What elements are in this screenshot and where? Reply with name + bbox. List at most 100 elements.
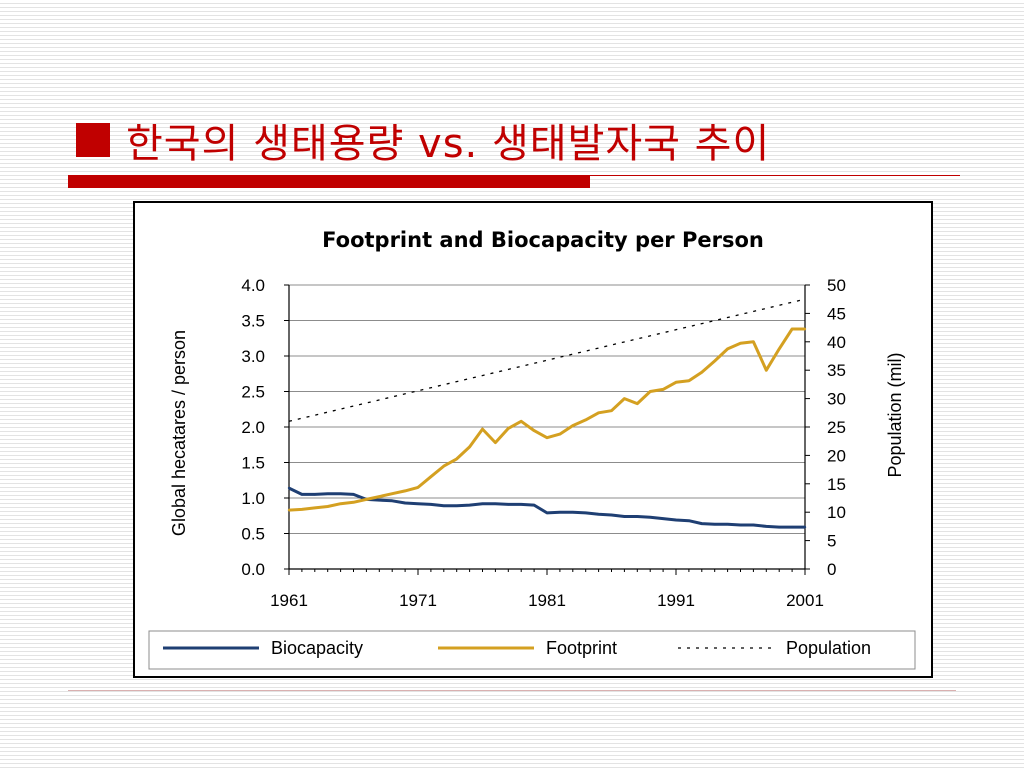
data-point-footprint	[610, 409, 613, 412]
data-point-footprint	[455, 457, 458, 461]
y2-tick-label: 45	[827, 304, 846, 323]
data-point-biocapacity	[429, 503, 433, 506]
chart-frame: Footprint and Biocapacity per Person 4.0 3…	[133, 201, 933, 678]
data-point-footprint	[520, 420, 523, 423]
data-point-biocapacity	[649, 515, 652, 519]
data-point-biocapacity	[455, 504, 458, 508]
data-point-biocapacity	[778, 525, 781, 529]
slide-title: 한국의 생태용량 vs. 생태발자국 추이	[76, 112, 770, 168]
legend-label-footprint: Footprint	[546, 638, 617, 658]
data-point-footprint	[584, 418, 587, 422]
data-point-biocapacity	[610, 513, 613, 517]
data-point-footprint	[597, 411, 600, 414]
data-point-footprint	[687, 379, 691, 383]
data-point-biocapacity	[391, 499, 394, 503]
square-bullet-icon	[76, 123, 110, 157]
slide-title-text: 한국의 생태용량 vs. 생태발자국 추이	[126, 121, 771, 167]
data-point-biocapacity	[803, 525, 807, 529]
data-point-footprint	[403, 489, 407, 493]
footprint-chart: Footprint and Biocapacity per Person 4.0 3…	[148, 228, 916, 670]
data-point-biocapacity	[558, 511, 562, 514]
data-point-biocapacity	[339, 492, 342, 495]
x-tick-label: 1991	[657, 591, 695, 610]
data-point-footprint	[674, 381, 678, 384]
data-point-biocapacity	[403, 501, 407, 505]
data-point-biocapacity	[739, 523, 742, 527]
data-point-footprint	[339, 502, 342, 505]
legend-label-population: Population	[786, 638, 871, 658]
data-point-footprint	[300, 508, 304, 511]
data-point-biocapacity	[326, 492, 329, 495]
data-point-footprint	[378, 495, 381, 498]
data-point-footprint	[494, 441, 497, 444]
data-point-footprint	[391, 492, 394, 495]
data-point-footprint	[545, 436, 549, 439]
y-tick-label: 2.5	[241, 383, 265, 402]
data-point-footprint	[571, 424, 574, 427]
data-point-biocapacity	[623, 515, 626, 518]
y-tick-label: 0.0	[241, 560, 265, 579]
y-tick-label: 3.5	[241, 312, 265, 331]
series-line-population	[288, 298, 806, 422]
data-point-biocapacity	[713, 523, 716, 526]
data-point-biocapacity	[442, 504, 445, 508]
data-point-footprint	[713, 359, 716, 363]
data-point-biocapacity	[313, 493, 316, 496]
y2-tick-label: 10	[827, 503, 846, 522]
y-tick-label: 2.0	[241, 418, 265, 437]
y2-tick-label: 15	[827, 475, 846, 494]
data-point-footprint	[532, 429, 536, 432]
data-point-footprint	[765, 369, 768, 372]
data-point-biocapacity	[674, 518, 678, 522]
data-point-footprint	[442, 464, 445, 468]
data-point-biocapacity	[352, 493, 355, 496]
data-point-biocapacity	[300, 493, 304, 496]
data-point-footprint	[726, 347, 729, 351]
y2-tick-label: 20	[827, 446, 846, 465]
data-point-biocapacity	[416, 502, 420, 505]
y2-tick-label: 5	[827, 532, 836, 551]
data-point-biocapacity	[520, 503, 523, 506]
data-point-footprint	[468, 445, 471, 449]
data-point-footprint	[700, 371, 703, 374]
x-tick-label: 1981	[528, 591, 566, 610]
data-point-biocapacity	[790, 525, 794, 529]
y2-tick-label: 30	[827, 390, 846, 409]
data-point-footprint	[558, 432, 562, 436]
data-point-footprint	[507, 427, 510, 430]
y-tick-label: 1.5	[241, 454, 265, 473]
data-point-biocapacity	[700, 522, 703, 525]
data-point-footprint	[649, 390, 652, 393]
title-underline-bar	[68, 175, 590, 188]
footer-divider	[68, 690, 956, 691]
data-point-biocapacity	[765, 525, 768, 528]
x-tick-label: 2001	[786, 591, 824, 610]
y-tick-label: 1.0	[241, 489, 265, 508]
data-point-footprint	[481, 427, 484, 431]
data-point-biocapacity	[532, 503, 536, 507]
y2-tick-label: 40	[827, 333, 846, 352]
x-tick-label: 1961	[270, 591, 308, 610]
data-point-biocapacity	[287, 486, 291, 490]
title-underline-line	[590, 175, 960, 176]
series-line-biocapacity	[288, 486, 805, 529]
chart-title: Footprint and Biocapacity per Person	[322, 228, 764, 252]
data-point-footprint	[623, 397, 626, 400]
data-point-footprint	[352, 501, 355, 504]
data-point-biocapacity	[545, 511, 549, 515]
y2-tick-label: 0	[827, 560, 836, 579]
data-point-biocapacity	[378, 498, 381, 502]
y-tick-label: 4.0	[241, 276, 265, 295]
y2-tick-label: 25	[827, 418, 846, 437]
data-point-biocapacity	[584, 511, 587, 515]
data-point-footprint	[790, 327, 794, 331]
data-point-footprint	[778, 347, 781, 351]
data-point-biocapacity	[726, 523, 729, 526]
x-tick-label: 1971	[399, 591, 437, 610]
y-tick-label: 3.0	[241, 347, 265, 366]
data-point-biocapacity	[752, 523, 755, 527]
y2-tick-label: 35	[827, 361, 846, 380]
data-point-biocapacity	[597, 513, 600, 516]
data-point-biocapacity	[571, 511, 574, 514]
data-point-footprint	[416, 486, 420, 489]
